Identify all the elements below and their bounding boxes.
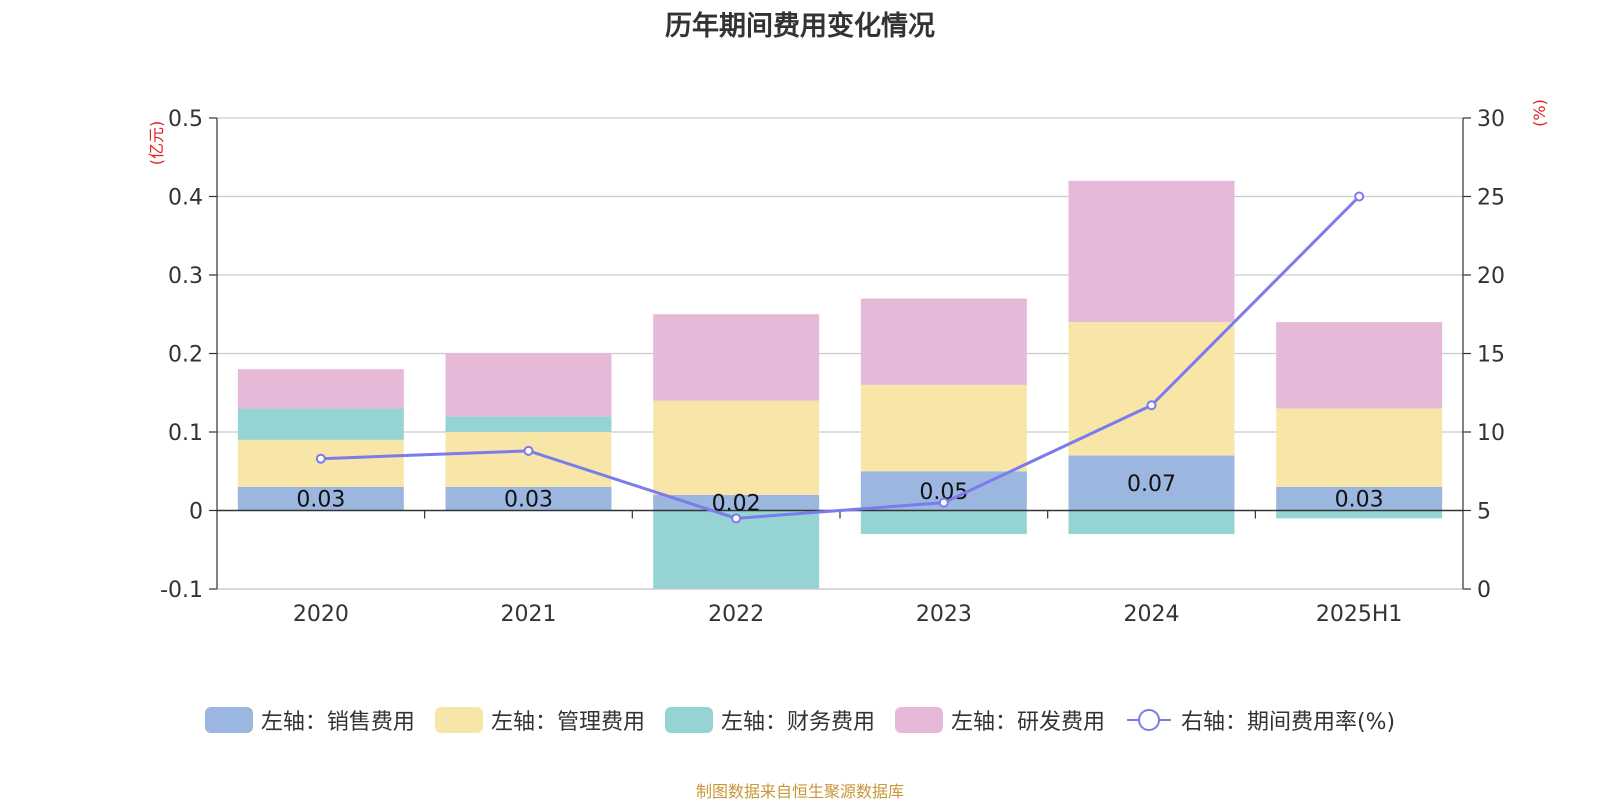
left-tick-label: 0.2 [168, 343, 203, 368]
bar-segment [445, 416, 612, 432]
bar-segment [1276, 510, 1443, 519]
left-axis-unit: (亿元) [147, 121, 166, 166]
bar-segment [237, 408, 404, 440]
left-tick-label: 0.5 [168, 107, 203, 132]
legend: 左轴：销售费用 左轴：管理费用 左轴：财务费用 左轴：研发费用 右轴：期间费用率(%) [0, 702, 1600, 738]
legend-swatch [664, 707, 713, 733]
bar-segment [653, 510, 820, 589]
category-label: 2025H1 [1316, 602, 1403, 627]
chart-title: 历年期间费用变化情况 [665, 11, 935, 42]
right-tick-label: 15 [1477, 343, 1505, 368]
rate-point [1354, 191, 1365, 202]
legend-item[interactable]: 左轴：研发费用 [894, 704, 1105, 736]
data-label: 0.07 [1127, 472, 1176, 497]
rate-point [1146, 400, 1157, 411]
rate-point [315, 453, 326, 464]
legend-line-marker-icon [1126, 709, 1171, 731]
rate-point [938, 497, 949, 508]
rate-point [523, 445, 534, 456]
category-label: 2023 [916, 602, 972, 627]
rate-point [731, 513, 742, 524]
category-label: 2022 [708, 602, 764, 627]
bar-segment [653, 400, 820, 495]
category-label: 2020 [293, 602, 349, 627]
bar-segment [445, 486, 612, 511]
legend-item[interactable]: 左轴：管理费用 [434, 704, 645, 736]
right-axis-unit: (%) [1530, 99, 1549, 127]
legend-label: 右轴：期间费用率(%) [1180, 710, 1396, 735]
category-label: 2024 [1124, 602, 1180, 627]
right-tick-label: 5 [1477, 500, 1491, 525]
right-tick-label: 30 [1477, 107, 1505, 132]
left-tick-label: -0.1 [160, 578, 203, 603]
bar-segment [237, 369, 404, 409]
bar-segment [860, 298, 1027, 385]
right-tick-label: 10 [1477, 421, 1505, 446]
right-tick-label: 20 [1477, 264, 1505, 289]
data-label: 0.03 [504, 488, 553, 513]
category-label: 2021 [501, 602, 557, 627]
bar-segment [653, 314, 820, 401]
bar-segment [445, 432, 612, 487]
bar-segment [1276, 486, 1443, 511]
rate-line [320, 195, 1361, 520]
legend-item[interactable]: 右轴：期间费用率(%) [1125, 704, 1395, 736]
bar-segment [1068, 455, 1235, 511]
left-tick-label: 0.4 [168, 186, 203, 211]
left-tick-label: 0.1 [168, 421, 203, 446]
left-tick-label: 0 [189, 500, 203, 525]
legend-swatch [434, 707, 483, 733]
bar-segment [1276, 322, 1443, 409]
bar-segment [1068, 180, 1235, 323]
source-note: 制图数据来自恒生聚源数据库 [695, 782, 904, 801]
right-tick-label: 0 [1477, 578, 1491, 603]
bar-segment [237, 486, 404, 511]
data-label: 0.03 [296, 488, 345, 513]
bar-segment [1276, 408, 1443, 487]
legend-label: 左轴：研发费用 [950, 710, 1105, 735]
bar-segment [1068, 510, 1235, 535]
legend-label: 左轴：管理费用 [490, 710, 645, 735]
left-tick-label: 0.3 [168, 264, 203, 289]
bar-segment [860, 510, 1027, 535]
bar-segment [653, 494, 820, 511]
bar-segment [1068, 322, 1235, 456]
legend-swatch [894, 707, 943, 733]
legend-label: 左轴：销售费用 [260, 710, 415, 735]
right-tick-label: 25 [1477, 186, 1505, 211]
legend-item[interactable]: 左轴：财务费用 [664, 704, 875, 736]
bar-segment [445, 353, 612, 417]
legend-swatch [204, 707, 253, 733]
legend-label: 左轴：财务费用 [720, 710, 875, 735]
bar-segment [860, 384, 1027, 472]
data-label: 0.03 [1335, 488, 1384, 513]
legend-item[interactable]: 左轴：销售费用 [204, 704, 415, 736]
